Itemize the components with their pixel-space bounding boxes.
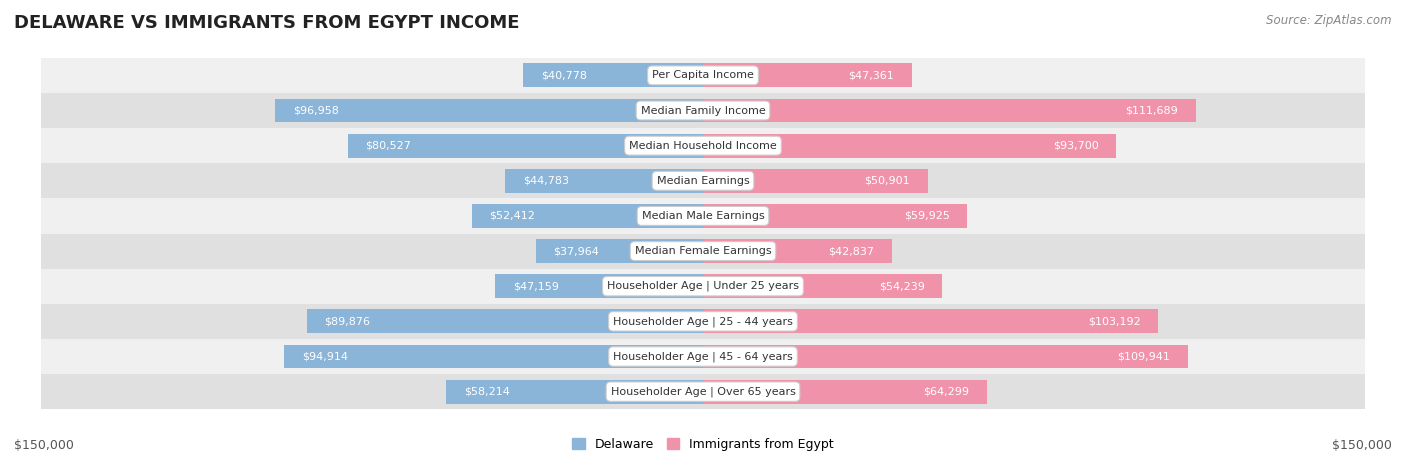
Text: $42,837: $42,837: [828, 246, 875, 256]
Bar: [703, 169, 928, 193]
Bar: [307, 310, 703, 333]
Text: Source: ZipAtlas.com: Source: ZipAtlas.com: [1267, 14, 1392, 27]
Text: $109,941: $109,941: [1118, 352, 1170, 361]
Bar: [41, 198, 1365, 234]
Bar: [347, 134, 703, 157]
Bar: [41, 234, 1365, 269]
Text: $64,299: $64,299: [922, 387, 969, 396]
Text: $111,689: $111,689: [1125, 106, 1178, 115]
Text: $58,214: $58,214: [464, 387, 510, 396]
Text: $47,159: $47,159: [513, 281, 558, 291]
Text: $93,700: $93,700: [1053, 141, 1098, 151]
Text: Median Earnings: Median Earnings: [657, 176, 749, 186]
Text: Median Female Earnings: Median Female Earnings: [634, 246, 772, 256]
Bar: [703, 380, 987, 403]
Bar: [703, 99, 1195, 122]
Text: $150,000: $150,000: [1331, 439, 1392, 452]
Text: $103,192: $103,192: [1088, 316, 1140, 326]
Bar: [41, 269, 1365, 304]
Bar: [703, 345, 1188, 368]
Text: Householder Age | Under 25 years: Householder Age | Under 25 years: [607, 281, 799, 291]
Text: $89,876: $89,876: [325, 316, 370, 326]
Bar: [703, 310, 1159, 333]
Bar: [41, 58, 1365, 93]
Text: $52,412: $52,412: [489, 211, 536, 221]
Bar: [703, 64, 912, 87]
Bar: [41, 93, 1365, 128]
Text: Householder Age | 25 - 44 years: Householder Age | 25 - 44 years: [613, 316, 793, 326]
Bar: [506, 169, 703, 193]
Text: $47,361: $47,361: [848, 71, 894, 80]
Bar: [703, 239, 891, 263]
Text: $59,925: $59,925: [904, 211, 949, 221]
Bar: [536, 239, 703, 263]
Bar: [703, 204, 967, 228]
Bar: [41, 374, 1365, 409]
Bar: [523, 64, 703, 87]
Bar: [472, 204, 703, 228]
Legend: Delaware, Immigrants from Egypt: Delaware, Immigrants from Egypt: [572, 438, 834, 451]
Bar: [41, 339, 1365, 374]
Bar: [41, 128, 1365, 163]
Bar: [495, 274, 703, 298]
Bar: [446, 380, 703, 403]
Bar: [284, 345, 703, 368]
Text: Median Family Income: Median Family Income: [641, 106, 765, 115]
Text: $96,958: $96,958: [292, 106, 339, 115]
Text: $80,527: $80,527: [366, 141, 412, 151]
Text: $40,778: $40,778: [541, 71, 586, 80]
Text: Householder Age | Over 65 years: Householder Age | Over 65 years: [610, 386, 796, 397]
Bar: [276, 99, 703, 122]
Text: $54,239: $54,239: [879, 281, 925, 291]
Text: $150,000: $150,000: [14, 439, 75, 452]
Text: $44,783: $44,783: [523, 176, 569, 186]
Text: DELAWARE VS IMMIGRANTS FROM EGYPT INCOME: DELAWARE VS IMMIGRANTS FROM EGYPT INCOME: [14, 14, 520, 32]
Text: Median Household Income: Median Household Income: [628, 141, 778, 151]
Bar: [41, 304, 1365, 339]
Bar: [41, 163, 1365, 198]
Text: $94,914: $94,914: [302, 352, 347, 361]
Text: Median Male Earnings: Median Male Earnings: [641, 211, 765, 221]
Text: $50,901: $50,901: [865, 176, 910, 186]
Text: $37,964: $37,964: [553, 246, 599, 256]
Bar: [703, 274, 942, 298]
Text: Householder Age | 45 - 64 years: Householder Age | 45 - 64 years: [613, 351, 793, 362]
Bar: [703, 134, 1116, 157]
Text: Per Capita Income: Per Capita Income: [652, 71, 754, 80]
